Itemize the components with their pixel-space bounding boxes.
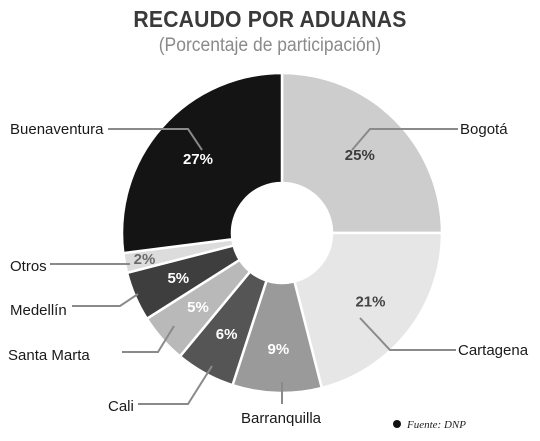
slice-cartagena <box>292 231 444 390</box>
leader-line-buenaventura <box>108 128 203 151</box>
bullet-icon <box>393 420 401 428</box>
pct-label-buenaventura: 27% <box>183 151 213 168</box>
category-label-buenaventura: Buenaventura <box>10 121 104 138</box>
pct-label-barranquilla: 9% <box>268 341 290 358</box>
leader-line-cartagena <box>359 317 456 351</box>
category-label-medellin: Medellín <box>10 302 67 319</box>
chart-title: RECAUDO POR ADUANAS <box>133 6 407 32</box>
leader-line-cali <box>138 365 213 405</box>
pct-label-cali: 6% <box>216 326 238 343</box>
category-label-cartagena: Cartagena <box>458 342 529 359</box>
category-label-otros: Otros <box>10 258 47 275</box>
category-label-bogota: Bogotá <box>460 121 508 138</box>
leader-line-medellin <box>72 293 139 307</box>
leader-line-bogota <box>351 128 458 151</box>
category-label-cali: Cali <box>108 398 134 415</box>
source-note: Fuente: DNP <box>393 419 466 431</box>
slice-buenaventura <box>120 71 284 255</box>
slice-bogota <box>280 71 444 235</box>
category-label-santa-marta: Santa Marta <box>8 347 90 364</box>
leader-line-santa-marta <box>122 325 175 353</box>
pct-label-otros: 2% <box>134 251 156 268</box>
source-text: Fuente: DNP <box>407 419 466 431</box>
chart-subtitle: (Porcentaje de participación) <box>158 35 382 56</box>
category-label-barranquilla: Barranquilla <box>241 410 322 427</box>
pct-label-cartagena: 21% <box>355 294 385 311</box>
pct-label-medellin: 5% <box>167 270 189 287</box>
pct-label-santa-marta: 5% <box>187 299 209 316</box>
pct-label-bogota: 25% <box>345 147 375 164</box>
